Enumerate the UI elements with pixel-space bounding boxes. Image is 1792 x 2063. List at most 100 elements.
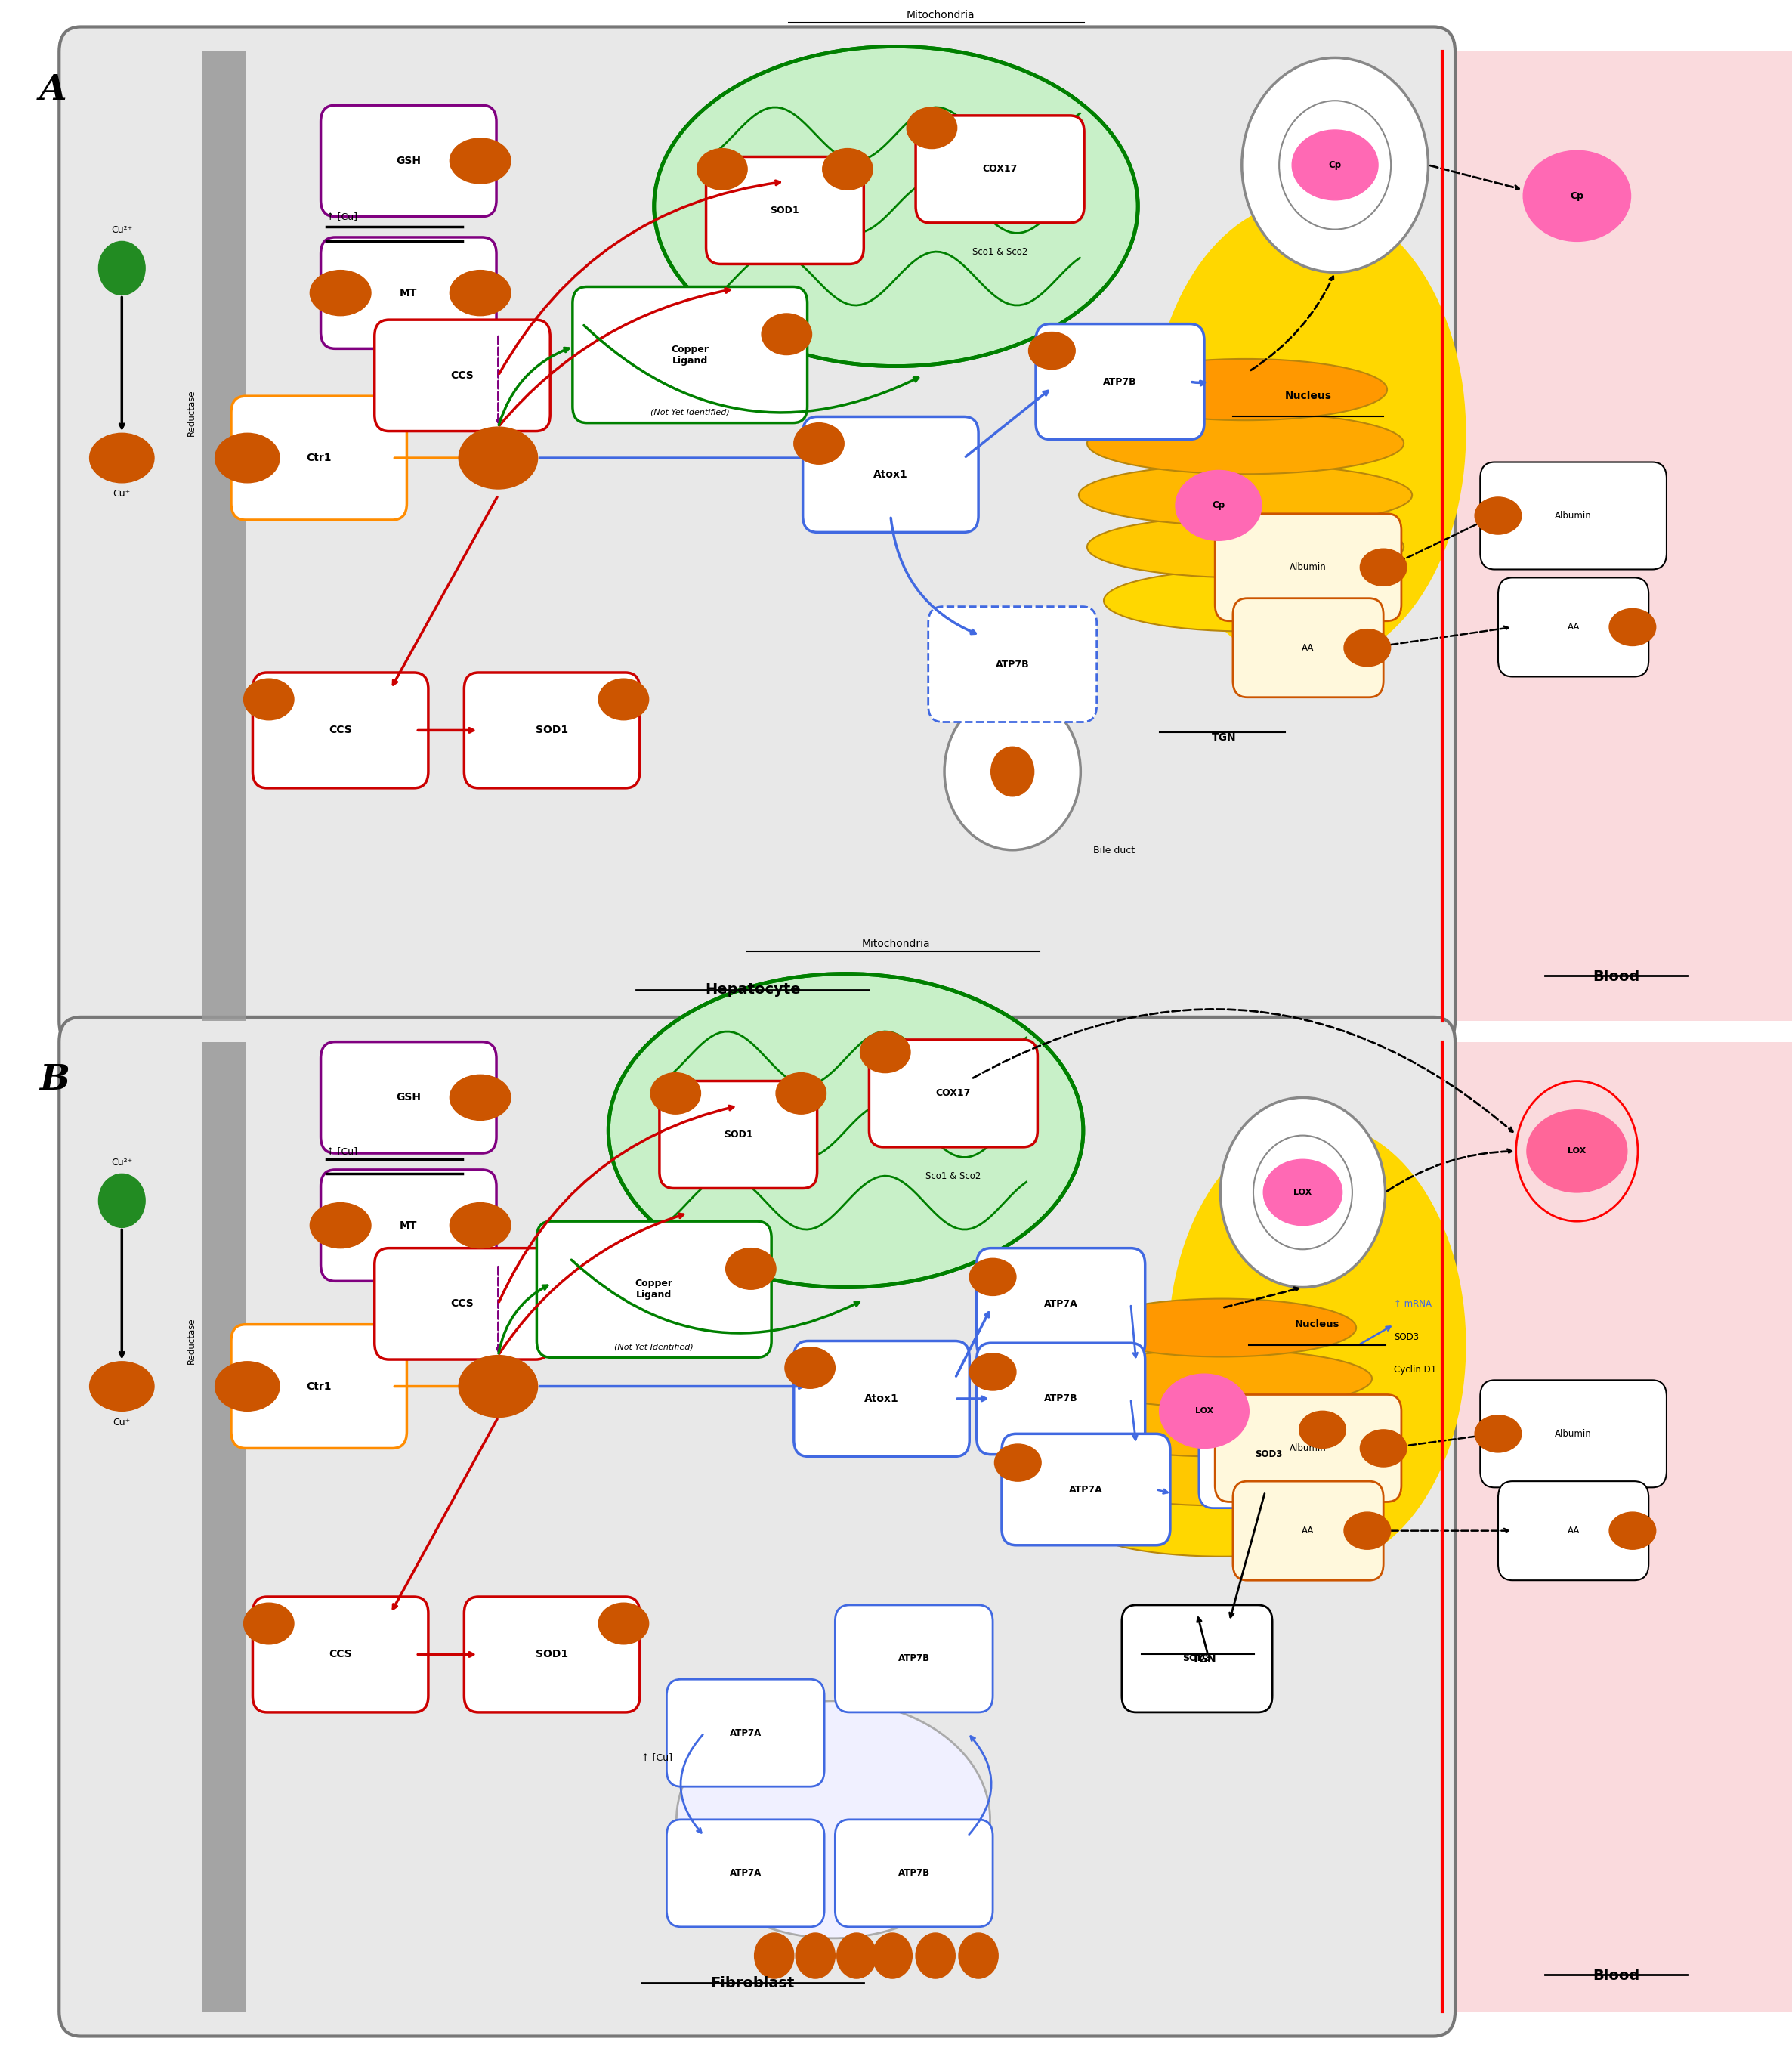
FancyBboxPatch shape: [1215, 1395, 1401, 1502]
Text: ATP7A: ATP7A: [1070, 1485, 1102, 1494]
FancyBboxPatch shape: [794, 1341, 969, 1456]
Text: Cp: Cp: [1328, 161, 1342, 169]
Text: GSH: GSH: [396, 155, 421, 167]
Circle shape: [1279, 101, 1391, 229]
Text: LOX: LOX: [1294, 1188, 1312, 1197]
Ellipse shape: [1088, 1300, 1357, 1357]
Ellipse shape: [1029, 332, 1075, 369]
Text: SOD3: SOD3: [1394, 1333, 1419, 1341]
Ellipse shape: [1527, 1110, 1627, 1192]
FancyBboxPatch shape: [321, 237, 496, 349]
FancyBboxPatch shape: [928, 607, 1097, 722]
Text: Atox1: Atox1: [873, 468, 909, 481]
Text: Albumin: Albumin: [1290, 563, 1326, 571]
Ellipse shape: [459, 1355, 538, 1417]
FancyBboxPatch shape: [321, 1170, 496, 1281]
Text: ATP7B: ATP7B: [1104, 378, 1136, 386]
Circle shape: [1242, 58, 1428, 272]
FancyBboxPatch shape: [1443, 1042, 1792, 2011]
FancyBboxPatch shape: [321, 1042, 496, 1153]
Text: Mitochondria: Mitochondria: [907, 10, 975, 21]
FancyBboxPatch shape: [1122, 1605, 1272, 1712]
Text: LOX: LOX: [1195, 1407, 1213, 1415]
Bar: [202, 52, 246, 1021]
Ellipse shape: [90, 433, 154, 483]
Ellipse shape: [794, 423, 844, 464]
Text: Nucleus: Nucleus: [1294, 1320, 1340, 1329]
Text: AA: AA: [1303, 644, 1314, 652]
Ellipse shape: [1104, 569, 1387, 631]
Ellipse shape: [1344, 1512, 1391, 1549]
FancyBboxPatch shape: [375, 320, 550, 431]
Circle shape: [959, 1933, 998, 1978]
FancyBboxPatch shape: [1215, 514, 1401, 621]
Ellipse shape: [697, 149, 747, 190]
Ellipse shape: [1072, 1349, 1373, 1407]
FancyBboxPatch shape: [706, 157, 864, 264]
FancyBboxPatch shape: [835, 1605, 993, 1712]
Text: ATP7A: ATP7A: [729, 1729, 762, 1737]
Ellipse shape: [1263, 1159, 1342, 1225]
Text: SOD1: SOD1: [536, 1648, 568, 1661]
Text: COX17: COX17: [935, 1089, 971, 1098]
FancyBboxPatch shape: [1498, 578, 1649, 677]
Text: Albumin: Albumin: [1555, 1430, 1591, 1438]
Text: GSH: GSH: [396, 1091, 421, 1104]
FancyBboxPatch shape: [1480, 462, 1667, 569]
Circle shape: [796, 1933, 835, 1978]
Text: Cyclin D1: Cyclin D1: [1394, 1366, 1437, 1374]
Text: ATP7B: ATP7B: [898, 1655, 930, 1663]
Ellipse shape: [215, 433, 280, 483]
Ellipse shape: [776, 1073, 826, 1114]
Circle shape: [873, 1933, 912, 1978]
Text: Cu⁺: Cu⁺: [113, 489, 131, 499]
Ellipse shape: [785, 1347, 835, 1388]
Ellipse shape: [1150, 200, 1464, 664]
Ellipse shape: [215, 1362, 280, 1411]
Text: Cp: Cp: [1211, 501, 1226, 510]
Ellipse shape: [599, 1603, 649, 1644]
Ellipse shape: [1292, 130, 1378, 200]
Circle shape: [754, 1933, 794, 1978]
Text: Albumin: Albumin: [1290, 1444, 1326, 1452]
Text: Nucleus: Nucleus: [1285, 390, 1331, 402]
Ellipse shape: [310, 1203, 371, 1248]
Ellipse shape: [1609, 609, 1656, 646]
FancyBboxPatch shape: [667, 1820, 824, 1927]
Ellipse shape: [1079, 464, 1412, 526]
Ellipse shape: [1088, 413, 1403, 474]
FancyBboxPatch shape: [1199, 1401, 1339, 1508]
Circle shape: [99, 241, 145, 295]
Ellipse shape: [1072, 1448, 1373, 1506]
Text: CCS: CCS: [452, 369, 473, 382]
FancyBboxPatch shape: [1002, 1434, 1170, 1545]
Circle shape: [99, 1174, 145, 1227]
FancyBboxPatch shape: [977, 1343, 1145, 1454]
FancyBboxPatch shape: [1443, 52, 1792, 1021]
FancyBboxPatch shape: [869, 1040, 1038, 1147]
Text: ATP7B: ATP7B: [1045, 1395, 1077, 1403]
Text: Hepatocyte: Hepatocyte: [704, 982, 801, 996]
Ellipse shape: [450, 270, 511, 316]
Ellipse shape: [1344, 629, 1391, 666]
Ellipse shape: [450, 1075, 511, 1120]
Ellipse shape: [907, 107, 957, 149]
Text: Cu²⁺: Cu²⁺: [111, 1157, 133, 1168]
FancyBboxPatch shape: [1480, 1380, 1667, 1487]
Circle shape: [1220, 1098, 1385, 1287]
Ellipse shape: [244, 1603, 294, 1644]
Circle shape: [1253, 1135, 1353, 1250]
Ellipse shape: [244, 679, 294, 720]
Text: CCS: CCS: [330, 724, 351, 736]
Circle shape: [837, 1933, 876, 1978]
Text: SOD1: SOD1: [771, 206, 799, 215]
FancyBboxPatch shape: [321, 105, 496, 217]
Text: SOD3: SOD3: [1183, 1655, 1211, 1663]
Text: (Not Yet Identified): (Not Yet Identified): [650, 408, 729, 417]
Ellipse shape: [823, 149, 873, 190]
FancyBboxPatch shape: [667, 1679, 824, 1787]
FancyBboxPatch shape: [835, 1820, 993, 1927]
Ellipse shape: [1168, 1122, 1466, 1568]
Circle shape: [991, 747, 1034, 796]
Ellipse shape: [995, 1444, 1041, 1481]
